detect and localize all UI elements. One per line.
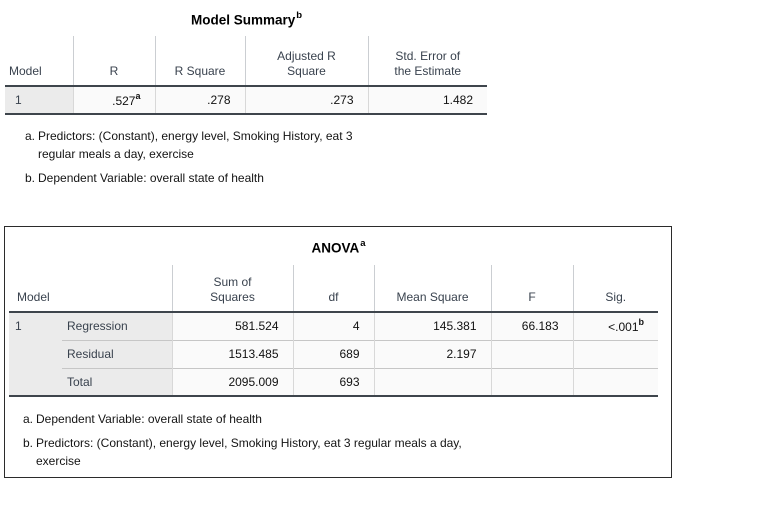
column-header-std-error: Std. Error of the Estimate: [367, 36, 487, 87]
anova-row-regression: 1 Regression 581.524 4 145.381 66.183 <.…: [9, 312, 658, 397]
column-header-model: Model: [9, 265, 172, 313]
cell-r-square-value: .278: [154, 86, 245, 115]
anova-title-superscript: a: [360, 238, 366, 249]
cell-sum-of-squares: 581.524: [171, 312, 293, 340]
footnote-b: b. Dependent Variable: overall state of …: [25, 169, 445, 187]
cell-sig-superscript: b: [638, 317, 645, 328]
anova-title-text: ANOVA: [311, 240, 360, 256]
footnote-b-line-2: exercise: [36, 454, 81, 468]
footnote-b: b. Predictors: (Constant), energy level,…: [23, 434, 648, 470]
column-header-sum-of-squares: Sum of Squares: [171, 265, 293, 313]
anova-grid: Model Sum of Squares df Mean Square F Si…: [9, 265, 658, 397]
cell-mean-square: [373, 367, 491, 397]
column-header-r-square: R Square: [154, 36, 245, 87]
cell-sig: [572, 367, 658, 397]
cell-row-label: Total: [62, 367, 172, 397]
cell-df: 693: [292, 367, 374, 397]
footnote-a-marker: a.: [23, 412, 34, 426]
column-header-mean-square: Mean Square: [373, 265, 491, 313]
anova-row-total: Total 2095.009 693: [9, 367, 658, 397]
cell-f: [490, 339, 573, 368]
model-summary-table: Model Summaryb Model R R Square Adjusted…: [5, 6, 487, 187]
cell-row-label: Residual: [62, 339, 172, 368]
cell-row-label: Regression: [62, 312, 172, 340]
cell-mean-square: 2.197: [373, 339, 491, 368]
column-header-r: R: [72, 36, 155, 87]
cell-sig: <.001b: [572, 312, 658, 340]
cell-f: 66.183: [490, 312, 573, 340]
footnote-a: a. Predictors: (Constant), energy level,…: [25, 127, 445, 163]
cell-sum-of-squares: 1513.485: [171, 339, 293, 368]
footnote-b-line-1: Dependent Variable: overall state of hea…: [38, 171, 264, 185]
footnote-a: a. Dependent Variable: overall state of …: [23, 410, 648, 428]
cell-sig: [572, 339, 658, 368]
model-summary-title-text: Model Summary: [190, 12, 296, 28]
cell-adjusted-r-square-value: .273: [244, 86, 368, 115]
cell-model-number: 1: [5, 86, 73, 115]
footnote-b-marker: b.: [23, 436, 34, 450]
model-summary-title-superscript: b: [296, 10, 303, 21]
cell-r-value: .527a: [72, 86, 155, 115]
model-summary-footnotes: a. Predictors: (Constant), energy level,…: [25, 127, 445, 187]
cell-mean-square: 145.381: [373, 312, 491, 340]
cell-f: [490, 367, 573, 397]
footnote-a-line-1: Dependent Variable: overall state of hea…: [36, 412, 262, 426]
column-header-f: F: [490, 265, 573, 313]
cell-df: 4: [292, 312, 374, 340]
column-header-model: Model: [5, 36, 73, 87]
model-summary-title: Model Summaryb: [5, 6, 487, 36]
cell-sum-of-squares: 2095.009: [171, 367, 293, 397]
footnote-a-line-1: Predictors: (Constant), energy level, Sm…: [38, 129, 353, 143]
model-summary-grid: Model R R Square Adjusted R Square Std. …: [5, 36, 487, 115]
footnote-b-marker: b.: [25, 171, 36, 185]
cell-model-number: 1: [9, 312, 62, 397]
model-summary-header-row: Model R R Square Adjusted R Square Std. …: [5, 36, 487, 87]
cell-std-error-value: 1.482: [367, 86, 487, 115]
footnote-a-marker: a.: [25, 129, 36, 143]
column-header-df: df: [292, 265, 374, 313]
model-summary-data-row: 1 .527a .278 .273 1.482: [5, 86, 487, 115]
cell-df: 689: [292, 339, 374, 368]
anova-row-residual: Residual 1513.485 689 2.197: [9, 339, 658, 368]
footnote-b-line-1: Predictors: (Constant), energy level, Sm…: [36, 436, 462, 450]
anova-footnotes: a. Dependent Variable: overall state of …: [23, 410, 648, 470]
column-header-adjusted-r-square: Adjusted R Square: [244, 36, 368, 87]
anova-header-row: Model Sum of Squares df Mean Square F Si…: [9, 265, 658, 313]
anova-title: ANOVAa: [5, 227, 671, 257]
column-header-sig: Sig.: [572, 265, 658, 313]
anova-table: ANOVAa Model Sum of Squares df Mean Squa…: [4, 226, 672, 478]
footnote-a-line-2: regular meals a day, exercise: [38, 147, 194, 161]
cell-r-superscript: a: [135, 91, 141, 101]
